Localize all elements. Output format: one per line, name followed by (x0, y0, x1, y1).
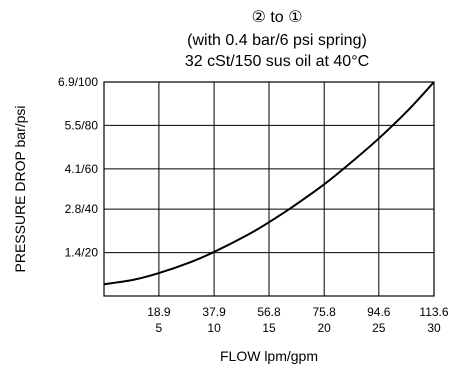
x-tick-label-lpm-3: 56.8 (257, 305, 281, 319)
y-tick-label-5: 6.9/100 (58, 75, 98, 89)
title-line-1: ② to ① (252, 9, 303, 26)
plot-frame (103, 81, 435, 297)
x-tick-label-lpm-1: 18.9 (147, 305, 171, 319)
x-tick-label-gpm-5: 25 (372, 321, 386, 335)
chart-title: ② to ① (with 0.4 bar/6 psi spring) 32 cSt/… (185, 9, 369, 70)
y-tick-label-1: 1.4/20 (65, 246, 99, 260)
series-line-1 (103, 81, 435, 286)
title-line-3: 32 cSt/150 sus oil at 40°C (185, 53, 369, 70)
x-tick-label-lpm-2: 37.9 (202, 305, 226, 319)
y-tick-label-3: 4.1/60 (65, 162, 99, 176)
x-tick-label-gpm-2: 10 (207, 321, 221, 335)
x-tick-label-gpm-6: 30 (427, 321, 441, 335)
y-tick-labels: 1.4/20 2.8/40 4.1/60 5.5/80 6.9/100 (58, 75, 98, 260)
x-tick-labels: 18.9 5 37.9 10 56.8 15 75.8 20 94.6 25 113.6 30 (147, 305, 449, 335)
x-tick-label-lpm-5: 94.6 (367, 305, 391, 319)
x-tick-label-gpm-4: 20 (318, 321, 332, 335)
series-group (103, 81, 435, 286)
x-tick-label-gpm-1: 5 (156, 321, 163, 335)
x-tick-label-gpm-3: 15 (262, 321, 276, 335)
y-axis-label: PRESSURE DROP bar/psi (12, 105, 28, 272)
y-tick-label-2: 2.8/40 (65, 202, 99, 216)
grid-lines (104, 81, 435, 296)
x-axis-label: FLOW lpm/gpm (220, 348, 318, 364)
title-line-2: (with 0.4 bar/6 psi spring) (187, 32, 367, 49)
x-tick-label-lpm-4: 75.8 (313, 305, 337, 319)
y-tick-label-4: 5.5/80 (65, 118, 99, 132)
x-tick-label-lpm-6: 113.6 (419, 305, 448, 319)
